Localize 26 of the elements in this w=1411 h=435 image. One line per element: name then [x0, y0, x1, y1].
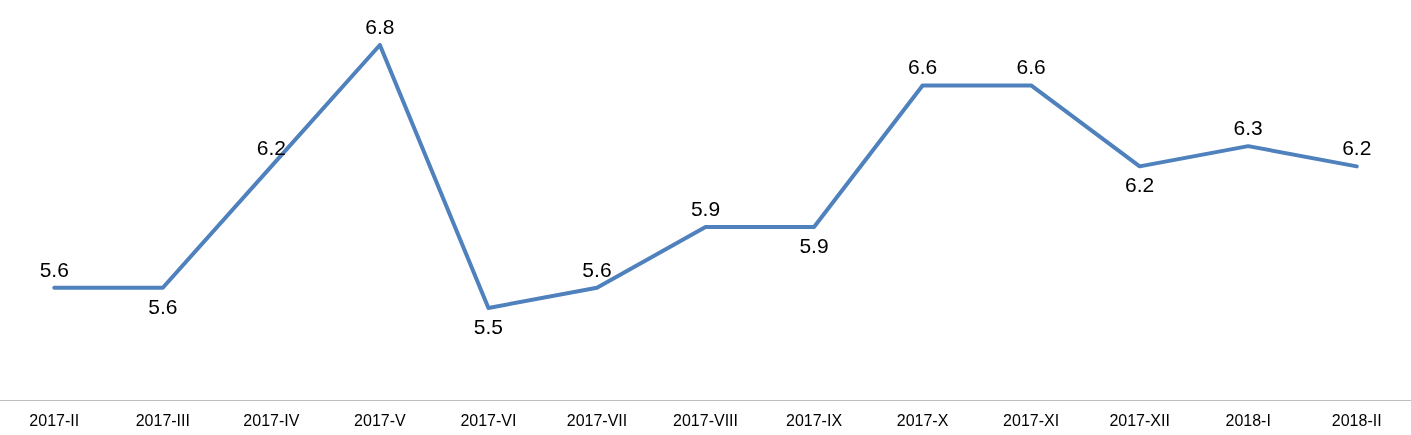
x-tick-label: 2017-II — [29, 411, 80, 429]
data-label: 5.5 — [473, 314, 504, 338]
data-label: 5.6 — [582, 257, 612, 281]
x-tick-label: 2017-IV — [243, 411, 300, 429]
data-label: 6.2 — [1125, 173, 1155, 197]
data-label: 6.2 — [1342, 136, 1372, 160]
x-tick-label: 2017-XI — [1003, 411, 1060, 429]
x-tick-label: 2018-II — [1331, 411, 1382, 429]
x-tick-label: 2017-XII — [1109, 411, 1170, 429]
data-label: 5.6 — [39, 257, 69, 281]
data-label: 6.2 — [256, 136, 286, 160]
x-tick-label: 2017-VIII — [673, 411, 738, 429]
data-label: 5.6 — [148, 294, 178, 318]
x-tick-label: 2017-IX — [786, 411, 843, 429]
x-tick-label: 2017-VII — [566, 411, 628, 429]
data-label: 6.3 — [1233, 116, 1263, 140]
data-label: 5.9 — [690, 197, 721, 221]
x-tick-label: 2017-VI — [460, 411, 517, 429]
x-tick-label: 2018-I — [1225, 411, 1271, 429]
data-label: 6.6 — [1016, 55, 1046, 79]
data-label: 5.9 — [799, 234, 829, 258]
x-tick-label: 2017-X — [896, 411, 949, 429]
x-tick-label: 2017-V — [354, 411, 407, 429]
x-tick-label: 2017-III — [135, 411, 190, 429]
data-label: 6.8 — [365, 15, 395, 38]
data-label: 6.6 — [907, 55, 938, 79]
